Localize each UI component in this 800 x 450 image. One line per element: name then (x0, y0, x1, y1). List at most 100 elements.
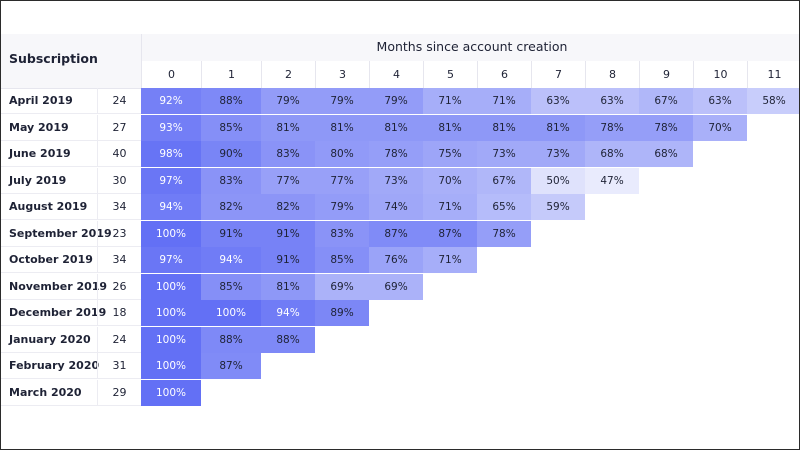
cohort-count: 24 (97, 88, 141, 114)
month-column-header: 4 (369, 61, 423, 88)
retention-cell: 79% (315, 88, 369, 114)
retention-cell: 67% (639, 88, 693, 114)
cohort-label: August 2019 (1, 194, 97, 220)
retention-cell: 85% (315, 247, 369, 273)
retention-cell: 73% (477, 141, 531, 167)
retention-cell: 69% (369, 273, 423, 300)
retention-cell: 81% (423, 114, 477, 141)
retention-cell: 87% (423, 220, 477, 247)
cohort-count: 40 (97, 141, 141, 167)
retention-cell: 90% (201, 141, 261, 167)
cohort-label: February 2020 (1, 353, 99, 379)
retention-cell: 83% (315, 220, 369, 247)
retention-cell: 100% (141, 220, 201, 247)
retention-cell: 81% (261, 273, 315, 300)
retention-cell: 91% (201, 220, 261, 247)
retention-cell: 83% (201, 167, 261, 194)
cohort-label: June 2019 (1, 141, 97, 167)
cohort-label: July 2019 (1, 168, 97, 194)
retention-cell: 100% (201, 300, 261, 326)
cohort-count: 30 (97, 167, 141, 194)
months-header: Months since account creation (141, 34, 799, 61)
retention-cell: 50% (531, 167, 585, 194)
retention-cell: 94% (261, 300, 315, 326)
cohort-label: September 2019 (1, 221, 112, 247)
retention-cell: 81% (477, 114, 531, 141)
retention-cell: 91% (261, 247, 315, 273)
cohort-label: October 2019 (1, 247, 97, 273)
month-column-header: 5 (423, 61, 477, 88)
retention-cell: 77% (261, 167, 315, 194)
retention-cell: 85% (201, 114, 261, 141)
retention-cell: 82% (201, 194, 261, 220)
retention-cell: 81% (315, 114, 369, 141)
retention-cell: 81% (531, 114, 585, 141)
retention-cell: 100% (141, 326, 201, 353)
retention-cell: 76% (369, 247, 423, 273)
retention-cell: 100% (141, 273, 201, 300)
month-column-header: 7 (531, 61, 585, 88)
cohort-count: 27 (97, 114, 141, 141)
retention-cell: 70% (423, 167, 477, 194)
retention-cell: 78% (639, 114, 693, 141)
retention-cell: 100% (141, 379, 201, 406)
retention-cell: 85% (201, 273, 261, 300)
cohort-label: January 2020 (1, 327, 97, 353)
retention-cell: 88% (201, 88, 261, 114)
retention-cell: 100% (141, 300, 201, 326)
month-column-header: 8 (585, 61, 639, 88)
retention-cell: 93% (141, 114, 201, 141)
retention-cell: 69% (315, 273, 369, 300)
cohort-count: 31 (97, 353, 141, 379)
retention-cell: 82% (261, 194, 315, 220)
month-column-header: 3 (315, 61, 369, 88)
retention-cell: 75% (423, 141, 477, 167)
retention-cell: 100% (141, 353, 201, 379)
retention-cell: 78% (477, 220, 531, 247)
cohort-count: 24 (97, 326, 141, 353)
retention-cell: 92% (141, 88, 201, 114)
month-column-header: 2 (261, 61, 315, 88)
retention-cell: 47% (585, 167, 639, 194)
retention-cell: 80% (315, 141, 369, 167)
retention-cell: 71% (477, 88, 531, 114)
row-header-cell: Subscription (1, 34, 141, 89)
month-column-header: 9 (639, 61, 693, 88)
retention-cell: 63% (585, 88, 639, 114)
cohort-label: April 2019 (1, 88, 97, 114)
month-column-header: 10 (693, 61, 747, 88)
retention-cell: 97% (141, 167, 201, 194)
retention-cell: 63% (531, 88, 585, 114)
retention-cell: 68% (639, 141, 693, 167)
retention-cell: 74% (369, 194, 423, 220)
retention-cell: 81% (369, 114, 423, 141)
retention-cell: 71% (423, 88, 477, 114)
retention-cell: 81% (261, 114, 315, 141)
retention-cell: 65% (477, 194, 531, 220)
retention-cell: 63% (693, 88, 747, 114)
retention-cell: 79% (369, 88, 423, 114)
cohort-count: 29 (97, 379, 141, 406)
retention-cell: 78% (369, 141, 423, 167)
retention-cell: 97% (141, 247, 201, 273)
cohort-count: 34 (97, 194, 141, 220)
retention-cell: 71% (423, 194, 477, 220)
retention-cell: 88% (261, 326, 315, 353)
chart-title: Months since account creation (376, 39, 568, 54)
retention-cell: 94% (201, 247, 261, 273)
cohort-count: 34 (97, 247, 141, 273)
cohort-label: December 2019 (1, 300, 106, 326)
cohort-label: May 2019 (1, 115, 97, 141)
retention-cell: 87% (369, 220, 423, 247)
retention-cell: 79% (261, 88, 315, 114)
retention-cell: 58% (747, 88, 799, 114)
cohort-count: 26 (97, 273, 141, 300)
retention-cell: 67% (477, 167, 531, 194)
retention-cell: 77% (315, 167, 369, 194)
retention-cell: 73% (369, 167, 423, 194)
cohort-count: 18 (97, 300, 141, 326)
retention-cell: 98% (141, 141, 201, 167)
cohort-label: November 2019 (1, 274, 107, 300)
month-column-header: 0 (141, 61, 201, 88)
